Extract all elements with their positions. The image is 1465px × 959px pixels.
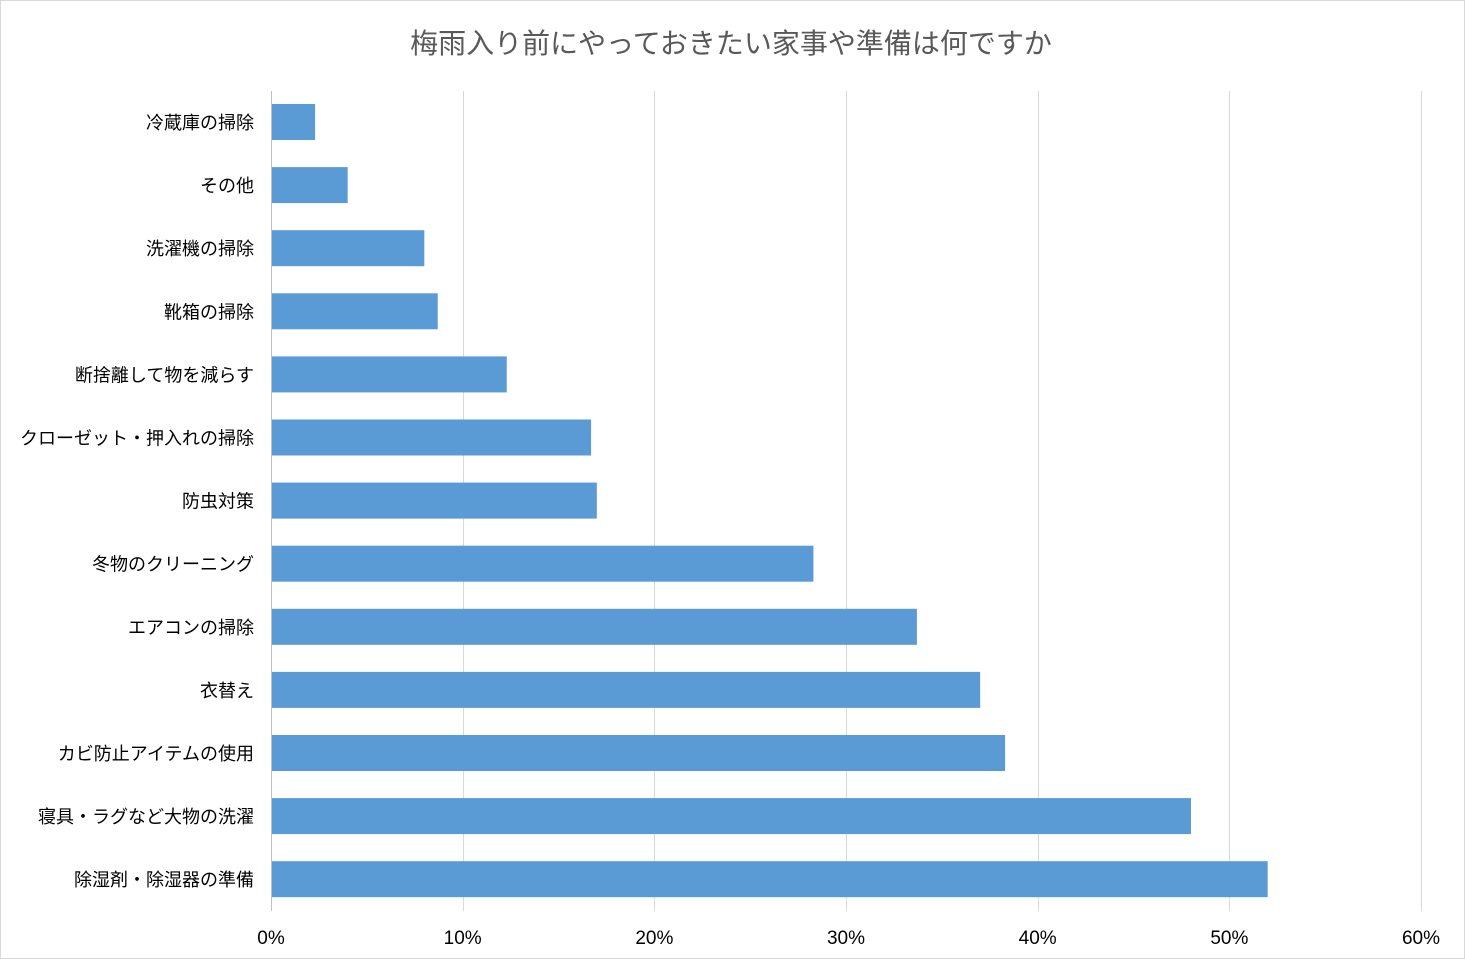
x-tick-label-20: 20% xyxy=(635,928,673,949)
category-label-5: クローゼット・押入れの掃除 xyxy=(20,429,254,450)
bar-8 xyxy=(272,608,917,645)
x-tick-label-30: 30% xyxy=(827,928,865,949)
bar-5 xyxy=(272,419,592,456)
x-tick-label-40: 40% xyxy=(1019,928,1057,949)
category-label-7: 冬物のクリーニング xyxy=(92,555,254,576)
category-label-11: 寝具・ラグなど大物の洗濯 xyxy=(38,807,254,828)
x-tick-label-0: 0% xyxy=(257,928,285,949)
bars xyxy=(272,104,1268,898)
bar-7 xyxy=(272,545,814,582)
category-label-12: 除湿剤・除湿器の準備 xyxy=(74,870,254,891)
chart-title: 梅雨入り前にやっておきたい家事や準備は何ですか xyxy=(410,27,1052,60)
category-label-4: 断捨離して物を減らす xyxy=(75,365,254,386)
x-tick-label-10: 10% xyxy=(444,928,482,949)
category-label-8: エアコンの掃除 xyxy=(128,618,254,639)
bar-1 xyxy=(272,167,348,204)
category-label-9: 衣替え xyxy=(200,681,254,702)
bar-9 xyxy=(272,671,981,708)
bar-10 xyxy=(272,735,1006,771)
bar-12 xyxy=(272,861,1268,898)
bar-11 xyxy=(272,798,1191,835)
category-label-1: その他 xyxy=(200,176,254,197)
bar-4 xyxy=(272,356,507,393)
x-tick-label-50: 50% xyxy=(1210,928,1248,949)
category-label-6: 防虫対策 xyxy=(182,492,254,513)
category-label-0: 冷蔵庫の掃除 xyxy=(146,113,254,134)
bar-0 xyxy=(272,104,316,140)
x-tick-labels: 0% 10% 20% 30% 40% 50% 60% xyxy=(257,928,1440,949)
category-labels: 冷蔵庫の掃除その他洗濯機の掃除靴箱の掃除断捨離して物を減らすクローゼット・押入れ… xyxy=(20,113,254,891)
bar-3 xyxy=(272,293,438,330)
gridlines xyxy=(271,91,1422,911)
category-label-3: 靴箱の掃除 xyxy=(164,302,254,323)
bar-2 xyxy=(272,230,425,267)
x-tick-label-60: 60% xyxy=(1402,928,1440,949)
category-label-2: 洗濯機の掃除 xyxy=(146,239,254,260)
bar-6 xyxy=(272,482,597,519)
category-label-10: カビ防止アイテムの使用 xyxy=(58,744,254,765)
